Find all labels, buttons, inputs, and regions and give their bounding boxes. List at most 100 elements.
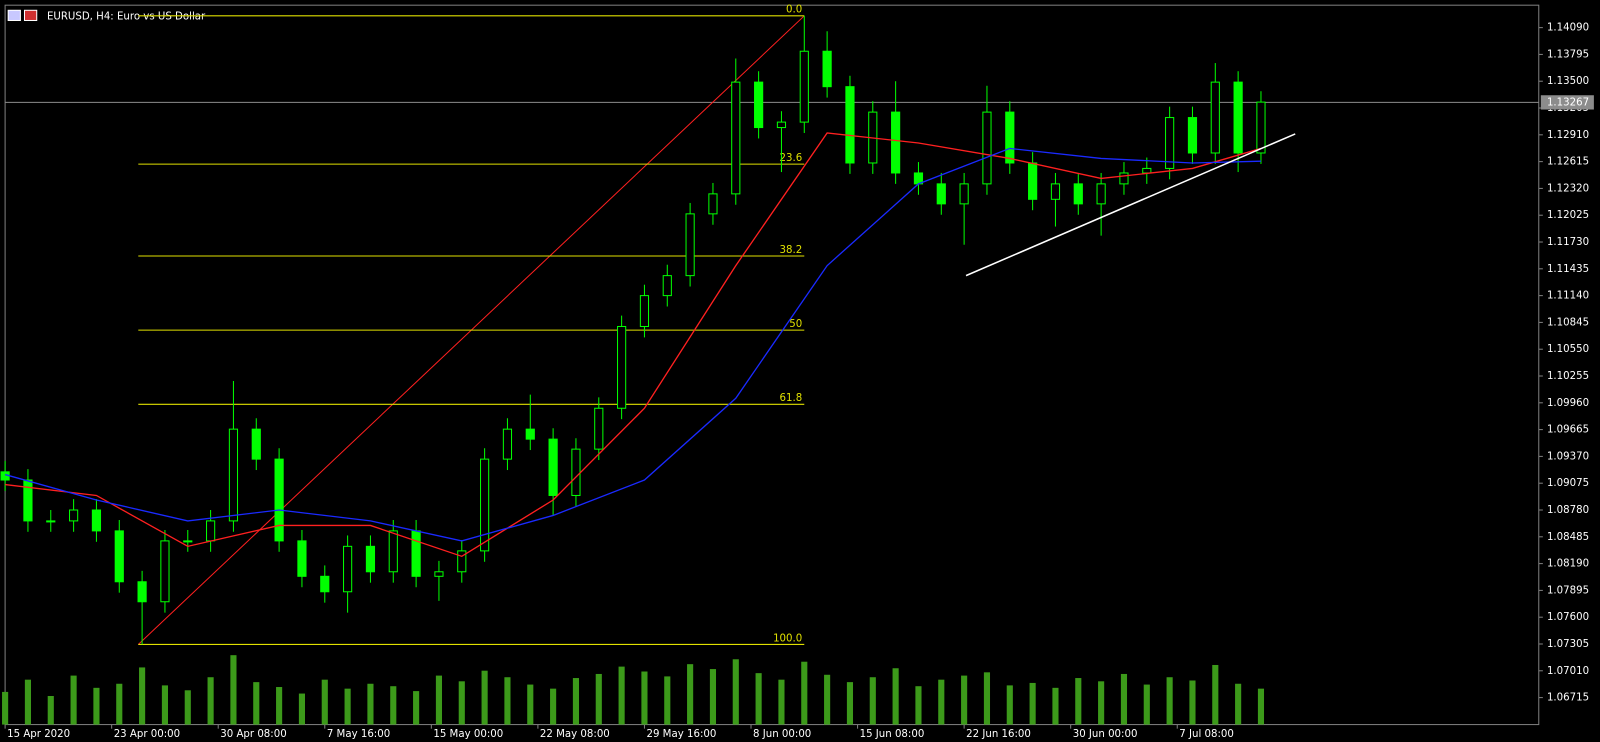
current-price-tag (1540, 95, 1594, 110)
volume-bar (184, 690, 191, 725)
candle-body (1210, 81, 1220, 154)
volume-bar (1029, 682, 1036, 725)
volume-bar (595, 673, 602, 725)
x-tick-label: 15 Apr 2020 (7, 729, 70, 740)
candle-body (457, 550, 467, 573)
volume-bar (1143, 684, 1150, 725)
fibo-level-label: 0.0 (786, 5, 802, 16)
volume-bar (321, 679, 328, 725)
volume-bar (550, 688, 557, 725)
candle-body (46, 520, 56, 523)
y-tick-label: 1.07600 (1547, 612, 1589, 623)
y-tick-label: 1.09370 (1547, 451, 1589, 462)
y-tick-label: 1.13500 (1547, 76, 1589, 87)
candle-body (502, 428, 513, 460)
candle-body (548, 438, 558, 496)
candle-body (1096, 183, 1106, 205)
volume-bar (276, 687, 283, 725)
candle-body (1187, 117, 1198, 154)
candle-body (845, 86, 855, 164)
fibo-level-label: 100.0 (773, 633, 802, 644)
volume-bar (1166, 677, 1173, 725)
y-tick-label: 1.07010 (1547, 666, 1589, 677)
candle-body (685, 213, 695, 277)
volume-bar (2, 691, 9, 725)
candle-body (137, 581, 147, 603)
volume-bar (1257, 688, 1265, 725)
candle-body (708, 193, 718, 215)
volume-bar (778, 679, 785, 725)
candle-body (1165, 117, 1175, 169)
volume-bar (824, 674, 831, 725)
x-tick-label: 7 May 16:00 (327, 729, 390, 740)
volume-bar (481, 670, 488, 725)
y-tick-label: 1.08190 (1547, 559, 1589, 570)
candle-body (891, 111, 901, 174)
candle-body (617, 325, 627, 409)
candle-body (1005, 111, 1015, 164)
candle-body (571, 448, 581, 496)
volume-bar (93, 687, 100, 725)
volume-bar (504, 677, 511, 725)
candle-body (1028, 162, 1038, 200)
candle-body (776, 121, 787, 129)
fibo-level-label: 61.8 (780, 393, 803, 404)
candle-body (1050, 183, 1061, 200)
volume-bar (116, 683, 123, 725)
candle-body (936, 183, 946, 205)
volume-bar (230, 655, 237, 725)
y-tick-label: 1.14090 (1547, 23, 1589, 34)
candle-body (206, 520, 216, 542)
candle-body (160, 540, 170, 603)
candle-body (297, 540, 307, 577)
volume-bar (298, 693, 306, 725)
candle-body (251, 428, 261, 460)
chart-title: EURUSD, H4: Euro vs US Dollar (47, 11, 206, 22)
candle-body (822, 50, 832, 88)
candle-body (343, 545, 353, 593)
volume-bar (1189, 680, 1196, 725)
volume-bar (344, 688, 351, 725)
candle-body (114, 530, 124, 583)
y-tick-label: 1.12025 (1547, 210, 1589, 221)
y-tick-label: 1.09075 (1547, 478, 1589, 489)
fibo-level-label: 23.6 (780, 153, 803, 164)
candle-body (639, 295, 650, 328)
candle-body (525, 428, 535, 440)
y-tick-label: 1.09665 (1547, 425, 1589, 436)
fibo-level-label: 38.2 (780, 245, 803, 256)
x-tick-label: 8 Jun 00:00 (753, 729, 811, 740)
candle-body (1119, 172, 1129, 185)
y-tick-label: 1.13795 (1547, 49, 1589, 60)
volume-bar (687, 664, 694, 725)
x-tick-label: 7 Jul 08:00 (1179, 729, 1234, 740)
x-tick-label: 22 Jun 16:00 (966, 729, 1031, 740)
chart-icon (7, 9, 21, 21)
candle-body (434, 571, 444, 577)
volume-bar (801, 661, 808, 725)
volume-bar (1235, 683, 1242, 725)
volume-bar (47, 696, 54, 725)
y-tick-label: 1.11140 (1547, 291, 1589, 302)
x-tick-label: 15 Jun 08:00 (860, 729, 925, 740)
y-tick-label: 1.10550 (1547, 344, 1589, 355)
volume-bar (1098, 681, 1105, 725)
chart-icon (23, 9, 38, 21)
volume-bar (527, 684, 534, 725)
candle-body (1256, 101, 1266, 154)
current-price-label: 1.13267 (1547, 97, 1589, 108)
volume-bar (846, 682, 854, 725)
candle-body (959, 183, 969, 205)
volume-bar (207, 677, 214, 725)
volume-bar (253, 682, 260, 725)
candle-body (411, 530, 421, 577)
y-tick-label: 1.08485 (1547, 532, 1589, 543)
volume-bar (1212, 664, 1219, 725)
candle-body (365, 545, 376, 573)
volume-bar (892, 668, 899, 725)
y-tick-label: 1.09960 (1547, 398, 1589, 409)
y-tick-label: 1.12615 (1547, 157, 1589, 168)
y-tick-label: 1.08780 (1547, 505, 1589, 516)
